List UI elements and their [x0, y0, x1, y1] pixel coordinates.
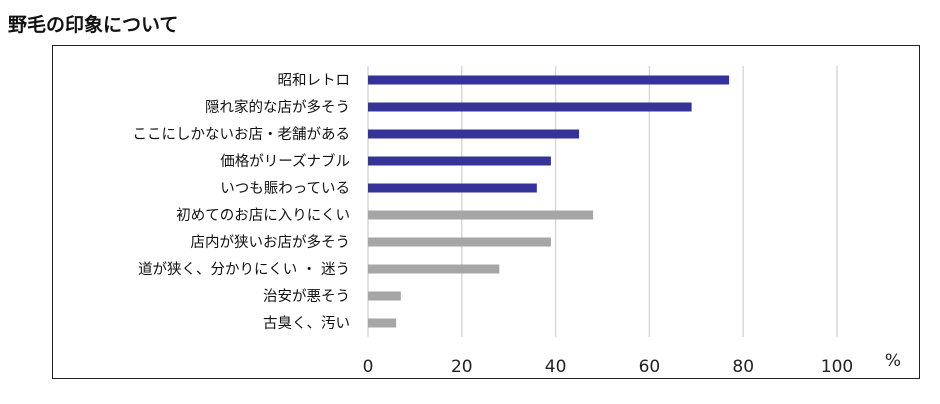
bar [368, 129, 580, 139]
category-label: 価格がリーズナブル [220, 152, 350, 170]
category-label: 店内が狭いお店が多そう [191, 234, 351, 251]
bar [368, 210, 594, 220]
x-tick-label: 40 [545, 357, 567, 377]
category-label: 隠れ家的な店が多そう [205, 99, 350, 116]
bar [368, 237, 551, 247]
x-tick-label: 0 [363, 357, 374, 377]
x-tick-label: 100 [821, 357, 853, 377]
page-title: 野毛の印象について [8, 14, 179, 36]
category-label: 道が狭く、分かりにくい ・ 迷う [138, 261, 350, 278]
bar [368, 318, 397, 328]
category-label: 初めてのお店に入りにくい [176, 207, 350, 224]
bar [368, 102, 692, 112]
category-label: ここにしかないお店・老舗がある [133, 126, 351, 143]
category-label: 古臭く、汚い [263, 315, 350, 332]
bar [368, 264, 500, 274]
x-tick-label: 80 [732, 357, 754, 377]
chart-frame [52, 45, 920, 379]
bar [368, 156, 551, 166]
category-label: 治安が悪そう [263, 288, 350, 305]
bar [368, 291, 401, 301]
category-label: いつも賑わっている [220, 180, 350, 197]
category-label: 昭和レトロ [278, 72, 351, 89]
x-tick-label: 60 [639, 357, 661, 377]
x-unit-label: % [885, 351, 901, 371]
bar [368, 183, 537, 193]
x-tick-label: 20 [451, 357, 473, 377]
bar [368, 75, 730, 85]
